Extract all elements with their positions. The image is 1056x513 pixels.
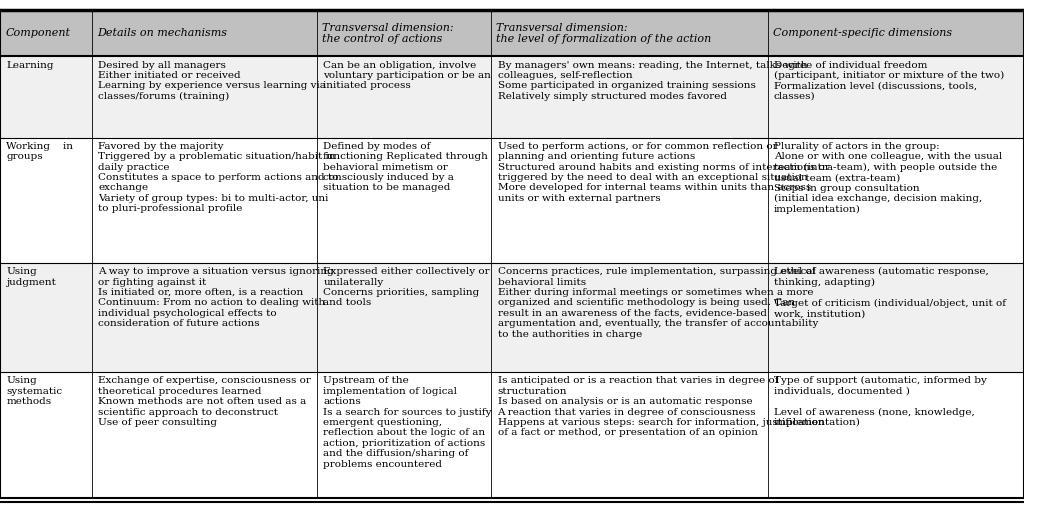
Text: Exchange of expertise, consciousness or
theoretical procedures learned
Known met: Exchange of expertise, consciousness or …	[98, 377, 312, 427]
Text: Degree of individual freedom
(participant, initiator or mixture of the two)
Form: Degree of individual freedom (participan…	[774, 61, 1004, 101]
Text: Working    in
groups: Working in groups	[6, 142, 73, 161]
Bar	[0, 56, 1023, 137]
Bar	[0, 10, 92, 56]
Text: Component: Component	[5, 28, 70, 38]
Text: Type of support (automatic, informed by
individuals, documented )

Level of awar: Type of support (automatic, informed by …	[774, 377, 986, 427]
Text: Transversal dimension:
the level of formalization of the action: Transversal dimension: the level of form…	[496, 23, 712, 44]
Text: Desired by all managers
Either initiated or received
Learning by experience vers: Desired by all managers Either initiated…	[98, 61, 326, 101]
Text: Defined by modes of
functioning Replicated through
behavioral mimetism or
consci: Defined by modes of functioning Replicat…	[323, 142, 488, 192]
Text: Component-specific dimensions: Component-specific dimensions	[773, 28, 953, 38]
Text: Using
systematic
methods: Using systematic methods	[6, 377, 62, 406]
Bar	[491, 10, 768, 56]
Text: Used to perform actions, or for common reflection or
planning and orienting futu: Used to perform actions, or for common r…	[497, 142, 829, 203]
Text: Details on mechanisms: Details on mechanisms	[97, 28, 227, 38]
Text: Learning: Learning	[6, 61, 54, 70]
Bar	[92, 10, 318, 56]
Text: Favored by the majority
Triggered by a problematic situation/habit in
daily prac: Favored by the majority Triggered by a p…	[98, 142, 339, 213]
Bar	[318, 10, 491, 56]
Text: Plurality of actors in the group:
Alone or with one colleague, with the usual
te: Plurality of actors in the group: Alone …	[774, 142, 1002, 213]
Text: Is anticipated or is a reaction that varies in degree of
structuration
Is based : Is anticipated or is a reaction that var…	[497, 377, 824, 437]
Text: Concerns practices, rule implementation, surpassing ethical
behavioral limits
Ei: Concerns practices, rule implementation,…	[497, 267, 818, 339]
Text: A way to improve a situation versus ignoring
or fighting against it
Is initiated: A way to improve a situation versus igno…	[98, 267, 334, 328]
Bar	[768, 10, 1023, 56]
Text: Can be an obligation, involve
voluntary participation or be an
initiated process: Can be an obligation, involve voluntary …	[323, 61, 491, 90]
Bar	[0, 372, 1023, 498]
Text: Transversal dimension:
the control of actions: Transversal dimension: the control of ac…	[322, 23, 454, 44]
Text: Expressed either collectively or
unilaterally
Concerns priorities, sampling
and : Expressed either collectively or unilate…	[323, 267, 490, 307]
Bar	[0, 137, 1023, 263]
Text: By managers' own means: reading, the Internet, talks with
colleagues, self-refle: By managers' own means: reading, the Int…	[497, 61, 807, 101]
Text: Level of awareness (automatic response,
thinking, adapting)

Target of criticism: Level of awareness (automatic response, …	[774, 267, 1006, 318]
Text: Using
judgment: Using judgment	[6, 267, 56, 287]
Text: Upstream of the
implementation of logical
actions
Is a search for sources to jus: Upstream of the implementation of logica…	[323, 377, 492, 468]
Bar	[0, 263, 1023, 372]
